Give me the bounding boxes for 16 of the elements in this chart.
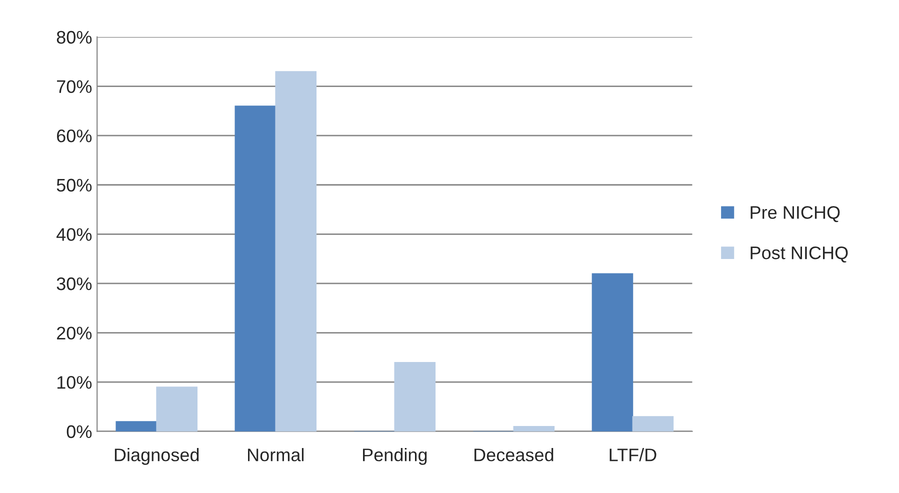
legend-label: Post NICHQ	[750, 246, 848, 262]
y-tick-label: 50%	[56, 178, 92, 192]
x-tick-label: Deceased	[474, 448, 554, 462]
y-tick-label: 20%	[57, 326, 92, 340]
y-tick-label: 40%	[56, 228, 92, 241]
x-tick-label: Diagnosed	[114, 448, 199, 465]
y-tick-label: 10%	[57, 376, 92, 389]
x-tick-label: Pending	[363, 448, 427, 465]
y-tick-label: 0%	[66, 425, 92, 438]
y-tick-label: 80%	[56, 30, 92, 44]
x-tick-label: Normal	[248, 448, 304, 462]
x-tick-label: LTF/D	[610, 448, 656, 462]
y-tick-label: 30%	[56, 277, 92, 290]
legend-label: Pre NICHQ	[750, 206, 840, 222]
y-tick-label: 70%	[57, 80, 92, 93]
y-tick-label: 60%	[57, 130, 92, 142]
